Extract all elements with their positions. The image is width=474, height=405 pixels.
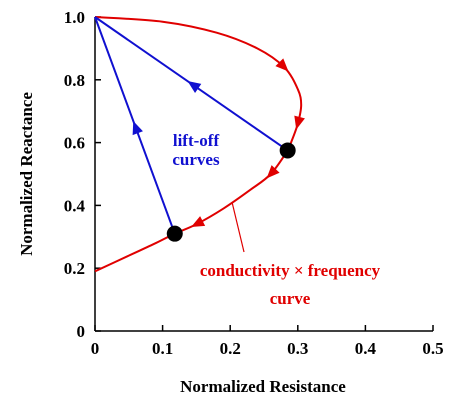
- x-axis-title: Normalized Resistance: [180, 377, 346, 396]
- y-tick-label: 0.8: [64, 71, 85, 90]
- x-tick-label: 0.3: [287, 339, 308, 358]
- conductivity-label-line1: conductivity × frequency: [200, 261, 381, 280]
- x-ticks: 0 0.1 0.2 0.3 0.4 0.5: [91, 325, 444, 358]
- conductivity-annotation: conductivity × frequency curve: [200, 201, 381, 308]
- y-tick-label: 0.6: [64, 134, 85, 153]
- y-tick-label: 0: [77, 322, 86, 341]
- lift-off-label-line2: curves: [172, 150, 220, 169]
- lift-off-arrow: [187, 81, 202, 93]
- y-ticks: 0 0.2 0.4 0.6 0.8 1.0: [64, 8, 101, 341]
- lift-off-label-line1: lift-off: [173, 131, 220, 150]
- y-axis-title: Normalized Reactance: [17, 92, 36, 256]
- y-tick-label: 0.2: [64, 259, 85, 278]
- conductivity-pointer-line: [231, 201, 245, 253]
- y-tick-label: 1.0: [64, 8, 85, 27]
- conductivity-curve-arrow: [294, 115, 305, 130]
- x-tick-label: 0.4: [355, 339, 377, 358]
- x-tick-label: 0: [91, 339, 100, 358]
- y-tick-label: 0.4: [64, 196, 86, 215]
- lift-off-annotation: lift-off curves: [172, 131, 220, 169]
- conductivity-curve-arrow: [266, 165, 280, 179]
- operating-point: [279, 142, 296, 159]
- x-tick-label: 0.2: [220, 339, 241, 358]
- conductivity-curve-arrow: [191, 216, 206, 227]
- series-layer: [94, 16, 305, 273]
- x-tick-label: 0.1: [152, 339, 173, 358]
- operating-point: [166, 225, 183, 242]
- axes: [94, 17, 433, 332]
- conductivity-label-line2: curve: [270, 289, 311, 308]
- conductivity-curve-arrow: [275, 58, 289, 72]
- x-tick-label: 0.5: [422, 339, 443, 358]
- lift-off-arrow: [132, 120, 143, 136]
